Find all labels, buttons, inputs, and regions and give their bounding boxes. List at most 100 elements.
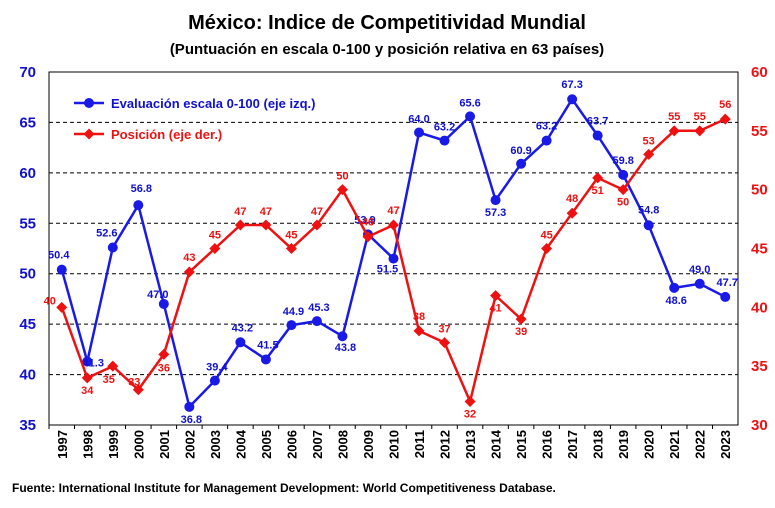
posicion-point	[490, 290, 502, 302]
posicion-data-label: 35	[103, 374, 115, 386]
chart-subtitle: (Puntuación en escala 0-100 y posición r…	[170, 41, 604, 58]
evaluacion-point	[209, 375, 220, 386]
posicion-data-label: 55	[668, 111, 680, 123]
x-tick-label: 2001	[157, 430, 172, 459]
evaluacion-point	[618, 169, 629, 180]
posicion-point	[592, 172, 604, 184]
posicion-point	[81, 372, 93, 384]
evaluacion-data-label: 54.8	[638, 204, 659, 216]
x-tick-label: 2015	[514, 430, 529, 459]
evaluacion-data-label: 48.6	[665, 295, 686, 307]
evaluacion-point	[82, 356, 93, 367]
posicion-point	[107, 360, 119, 372]
x-tick-label: 2002	[182, 430, 197, 459]
evaluacion-data-label: 63.2	[536, 121, 557, 133]
evaluacion-data-label: 50.4	[48, 250, 70, 262]
x-tick-label: 2019	[616, 430, 631, 459]
right-tick-label: 50	[751, 182, 768, 199]
plot-border	[48, 71, 739, 426]
evaluacion-point	[56, 264, 67, 275]
left-tick-label: 50	[19, 266, 36, 283]
posicion-point	[566, 207, 578, 219]
x-tick-label: 2011	[412, 430, 427, 458]
legend-label-evaluacion: Evaluación escala 0-100 (eje izq.)	[111, 96, 316, 111]
posicion-data-label: 39	[515, 326, 527, 338]
evaluacion-point	[567, 94, 578, 105]
x-tick-label: 2020	[642, 430, 657, 459]
left-tick-label: 35	[19, 417, 36, 434]
x-tick-label: 1998	[80, 430, 95, 459]
posicion-data-label: 45	[540, 230, 552, 242]
posicion-point	[158, 348, 170, 360]
evaluacion-data-label: 60.9	[510, 145, 531, 157]
posicion-data-label: 50	[617, 197, 629, 209]
evaluacion-data-label: 56.8	[131, 183, 152, 195]
posicion-point	[209, 243, 221, 254]
evaluacion-point	[286, 320, 297, 331]
left-tick-label: 70	[19, 64, 36, 81]
evaluacion-data-label: 63.2	[434, 122, 455, 134]
posicion-data-label: 45	[285, 230, 297, 242]
posicion-data-label: 41	[489, 303, 501, 315]
posicion-point	[56, 301, 68, 313]
posicion-data-label: 36	[158, 362, 170, 374]
evaluacion-data-label: 36.8	[181, 414, 202, 426]
left-tick-label: 55	[19, 215, 36, 232]
posicion-point	[336, 184, 348, 196]
x-tick-label: 2006	[284, 430, 299, 459]
x-tick-label: 2000	[131, 430, 146, 459]
posicion-data-label: 50	[336, 171, 348, 183]
evaluacion-point	[694, 278, 705, 289]
posicion-data-label: 45	[209, 230, 221, 242]
evaluacion-point	[133, 200, 144, 211]
evaluacion-line	[60, 96, 726, 410]
x-tick-label: 2014	[489, 429, 504, 459]
posicion-data-label: 46	[362, 217, 374, 229]
legend-label-posicion: Posición (eje der.)	[111, 127, 222, 142]
evaluacion-point	[235, 337, 246, 348]
evaluacion-data-label: 59.8	[612, 155, 633, 167]
evaluacion-point	[490, 195, 501, 206]
posicion-point	[617, 184, 629, 196]
evaluacion-data-label: 52.6	[96, 227, 117, 239]
posicion-point	[515, 313, 527, 325]
chart-title: México: Indice de Competitividad Mundial	[188, 12, 586, 34]
evaluacion-data-label: 63.7	[587, 116, 608, 128]
posicion-point	[694, 125, 706, 137]
evaluacion-data-label: 47.7	[717, 277, 738, 289]
right-tick-label: 35	[751, 358, 768, 375]
left-tick-label: 60	[19, 165, 36, 182]
series-posicion: 40 34 35 33 36 43 45 47 47 45 47 50 46 47 38 37 32 41 39 45…	[44, 99, 732, 420]
right-axis-ticks: 30 35 40 45 50 55 60	[751, 64, 768, 434]
posicion-data-label: 32	[464, 408, 476, 420]
posicion-point	[183, 266, 195, 278]
posicion-point	[668, 125, 680, 137]
evaluacion-data-label: 41.5	[257, 339, 278, 351]
evaluacion-data-label: 65.6	[459, 97, 480, 109]
right-tick-label: 60	[751, 64, 768, 81]
right-tick-label: 40	[751, 299, 768, 316]
x-axis-ticks: 1997 1998 1999 2000 2001 2002 2003 2004 2005 2006…	[48, 425, 733, 459]
posicion-data-label: 53	[643, 135, 655, 147]
posicion-data-label: 33	[128, 377, 140, 389]
x-tick-label: 2012	[438, 430, 453, 459]
evaluacion-point	[184, 401, 195, 412]
right-tick-label: 45	[751, 241, 768, 258]
right-tick-label: 55	[751, 123, 768, 140]
x-tick-label: 2005	[259, 430, 274, 459]
posicion-data-label: 47	[234, 206, 246, 218]
x-tick-label: 1997	[55, 430, 70, 459]
evaluacion-data-label: 45.3	[308, 302, 329, 314]
left-tick-label: 65	[19, 114, 36, 131]
posicion-point	[260, 219, 272, 231]
evaluacion-point	[516, 158, 527, 169]
evaluacion-point	[720, 291, 731, 302]
evaluacion-point	[337, 331, 348, 342]
posicion-point	[464, 395, 476, 407]
evaluacion-data-label: 39.4	[206, 362, 228, 374]
posicion-data-label: 43	[183, 252, 195, 264]
legend-item-posicion: Posición (eje der.)	[74, 127, 222, 142]
x-tick-label: 2009	[361, 430, 376, 459]
legend: Evaluación escala 0-100 (eje izq.) Posic…	[74, 96, 316, 142]
x-tick-label: 1999	[106, 430, 121, 459]
